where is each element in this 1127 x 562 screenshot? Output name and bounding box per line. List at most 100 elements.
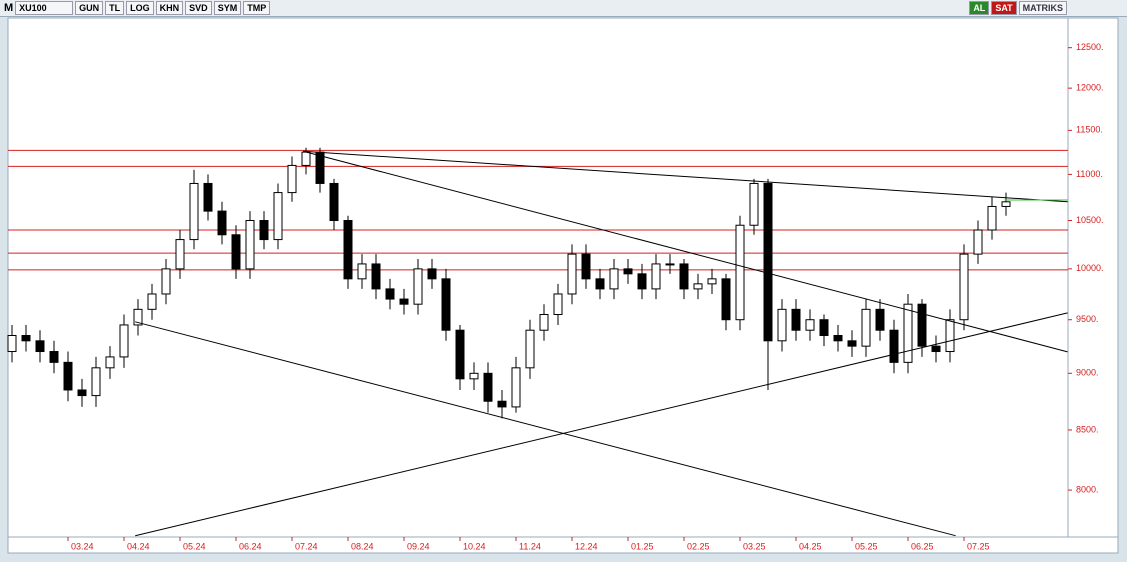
candle-body	[693, 283, 703, 290]
y-tick-label: 8500.	[1076, 424, 1099, 434]
candle-body	[343, 220, 353, 280]
candle-body	[973, 229, 983, 255]
candle-body	[595, 278, 605, 290]
x-tick-label: 06.25	[911, 541, 934, 551]
candle-body	[329, 182, 339, 222]
y-tick-label: 11000.	[1076, 169, 1103, 179]
toolbar-button[interactable]: TL	[105, 1, 125, 15]
candle-body	[35, 340, 45, 353]
candle-body	[763, 182, 773, 342]
candle-body	[427, 268, 437, 280]
candle-body	[49, 351, 59, 363]
toolbar-button[interactable]: SVD	[185, 1, 212, 15]
candle-body	[357, 263, 367, 280]
y-tick-label: 11500.	[1076, 125, 1103, 135]
candle-body	[861, 308, 871, 347]
candle-body	[231, 234, 241, 270]
toolbar: M XU100 GUN TL LOG KHN SVD SYM TMP AL SAT MATR…	[0, 0, 1127, 17]
toolbar-button[interactable]: LOG	[126, 1, 154, 15]
candle-body	[707, 278, 717, 285]
x-tick-label: 08.24	[351, 541, 374, 551]
candle-body	[245, 220, 255, 270]
candle-body	[567, 253, 577, 295]
candle-body	[469, 372, 479, 380]
x-tick-label: 05.25	[855, 541, 878, 551]
y-tick-label: 9500.	[1076, 314, 1099, 324]
x-tick-label: 12.24	[575, 541, 598, 551]
candle-body	[791, 308, 801, 331]
candle-body	[147, 293, 157, 310]
candle-body	[903, 303, 913, 363]
toolbar-button[interactable]: GUN	[75, 1, 104, 15]
candle-body	[483, 372, 493, 402]
x-tick-label: 07.25	[967, 541, 990, 551]
x-tick-label: 10.24	[463, 541, 486, 551]
candle-body	[203, 182, 213, 212]
x-tick-label: 04.24	[127, 541, 150, 551]
candle-body	[399, 298, 409, 305]
candle-body	[77, 389, 87, 397]
brand: MATRIKS	[1018, 1, 1067, 15]
candle-body	[91, 367, 101, 397]
candle-body	[539, 314, 549, 331]
candle-body	[721, 278, 731, 321]
toolbar-button[interactable]: KHN	[155, 1, 184, 15]
symbol-box[interactable]: XU100	[15, 1, 74, 15]
candle-body	[455, 329, 465, 380]
candle-body	[525, 329, 535, 369]
trend-line	[303, 150, 1068, 353]
candle-body	[651, 263, 661, 290]
candle-body	[819, 319, 829, 336]
x-tick-label: 02.25	[687, 541, 710, 551]
candle-body	[413, 268, 423, 305]
candle-body	[497, 400, 507, 408]
price-axis	[1067, 17, 1119, 538]
y-tick-label: 10000.	[1076, 263, 1104, 273]
candle-body	[581, 253, 591, 280]
trend-line	[135, 312, 1068, 537]
candle-body	[931, 345, 941, 353]
candle-body	[175, 239, 185, 270]
trend-line	[135, 321, 956, 537]
x-tick-label: 09.24	[407, 541, 430, 551]
buy-button[interactable]: AL	[969, 1, 990, 15]
candle-body	[833, 334, 843, 342]
toolbar-button[interactable]: TMP	[243, 1, 271, 15]
candle-body	[119, 324, 129, 358]
candle-body	[133, 308, 143, 326]
candle-body	[105, 356, 115, 369]
y-tick-label: 8000.	[1076, 484, 1099, 494]
trend-line	[303, 150, 1068, 203]
toolbar-button[interactable]: SYM	[213, 1, 242, 15]
x-tick-label: 07.24	[295, 541, 318, 551]
candle-body	[161, 268, 171, 295]
x-tick-label: 11.24	[519, 541, 541, 551]
candle-body	[917, 303, 927, 347]
sell-button[interactable]: SAT	[991, 1, 1017, 15]
x-tick-label: 04.25	[799, 541, 822, 551]
y-tick-label: 12500.	[1076, 42, 1104, 52]
candle-body	[623, 268, 633, 275]
candle-body	[21, 334, 31, 342]
candle-body	[679, 263, 689, 290]
candle-body	[777, 308, 787, 342]
y-tick-label: 10500.	[1076, 215, 1104, 225]
candle-body	[301, 151, 311, 166]
candle-body	[1001, 201, 1011, 207]
candle-body	[959, 253, 969, 321]
candle-body	[805, 319, 815, 331]
x-tick-label: 06.24	[239, 541, 262, 551]
candle-body	[273, 192, 283, 241]
candle-body	[735, 224, 745, 321]
candle-body	[385, 288, 395, 300]
candle-body	[945, 319, 955, 353]
candle-body	[259, 220, 269, 241]
candle-body	[637, 273, 647, 290]
candle-body	[441, 278, 451, 331]
candle-body	[749, 182, 759, 226]
candle-body	[217, 210, 227, 236]
x-tick-label: 01.25	[631, 541, 654, 551]
time-axis	[7, 536, 1119, 554]
x-tick-label: 03.24	[71, 541, 94, 551]
x-tick-label: 03.25	[743, 541, 766, 551]
